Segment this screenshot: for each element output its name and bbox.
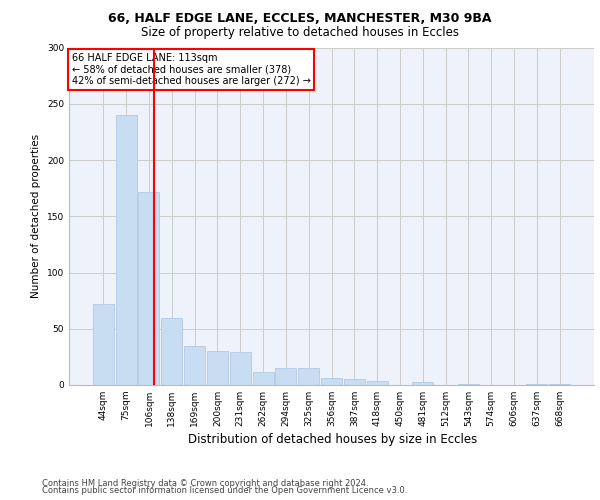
Text: Contains public sector information licensed under the Open Government Licence v3: Contains public sector information licen… <box>42 486 407 495</box>
Bar <box>93 304 114 385</box>
Bar <box>344 380 365 385</box>
Bar <box>367 380 388 385</box>
Bar <box>253 372 274 385</box>
Bar <box>321 378 342 385</box>
Bar <box>230 352 251 385</box>
Text: 66, HALF EDGE LANE, ECCLES, MANCHESTER, M30 9BA: 66, HALF EDGE LANE, ECCLES, MANCHESTER, … <box>108 12 492 26</box>
Text: Size of property relative to detached houses in Eccles: Size of property relative to detached ho… <box>141 26 459 39</box>
Text: Distribution of detached houses by size in Eccles: Distribution of detached houses by size … <box>188 432 478 446</box>
Bar <box>275 368 296 385</box>
Bar <box>298 368 319 385</box>
Bar <box>161 318 182 385</box>
Bar <box>458 384 479 385</box>
Bar <box>412 382 433 385</box>
Text: 66 HALF EDGE LANE: 113sqm
← 58% of detached houses are smaller (378)
42% of semi: 66 HALF EDGE LANE: 113sqm ← 58% of detac… <box>71 52 311 86</box>
Bar <box>549 384 570 385</box>
Y-axis label: Number of detached properties: Number of detached properties <box>31 134 41 298</box>
Bar <box>526 384 547 385</box>
Text: Contains HM Land Registry data © Crown copyright and database right 2024.: Contains HM Land Registry data © Crown c… <box>42 478 368 488</box>
Bar <box>184 346 205 385</box>
Bar <box>139 192 160 385</box>
Bar <box>116 115 137 385</box>
Bar <box>207 351 228 385</box>
